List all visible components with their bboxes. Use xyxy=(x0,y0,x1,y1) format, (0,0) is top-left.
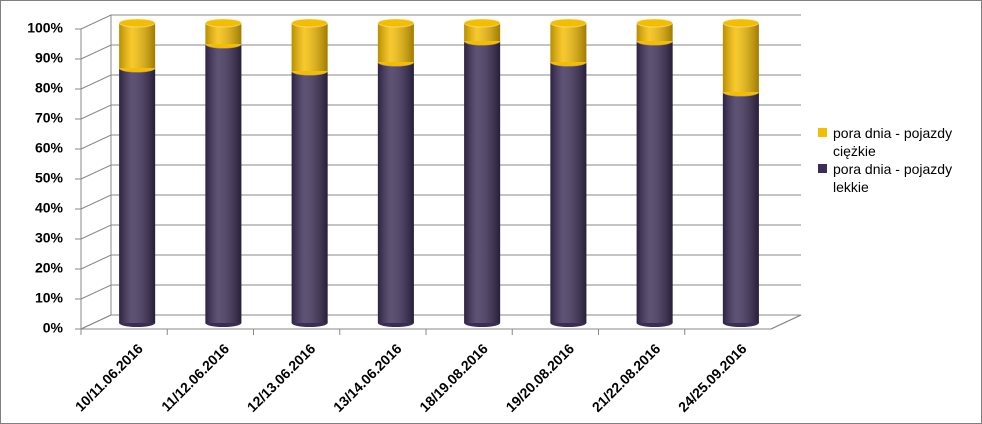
bar-shade xyxy=(636,23,673,41)
bar-shade xyxy=(636,41,673,323)
y-tick-label: 10% xyxy=(35,290,64,306)
y-tick-label: 50% xyxy=(35,170,64,186)
x-tick-label: 18/19.08.2016 xyxy=(416,340,491,415)
grid-line xyxy=(80,164,801,180)
legend-label: pora dnia - pojazdy lekkie xyxy=(833,161,953,195)
bar-shade xyxy=(722,23,759,92)
grid-line xyxy=(80,14,801,30)
y-tick-label: 40% xyxy=(35,200,64,216)
bar-cap xyxy=(549,18,587,28)
bar-shade xyxy=(291,71,328,323)
y-tick-label: 20% xyxy=(35,260,64,276)
y-tick-label: 30% xyxy=(35,230,64,246)
bar-cap xyxy=(118,18,156,28)
bar-cap xyxy=(722,18,760,28)
y-tick-label: 60% xyxy=(35,140,64,156)
x-tick-label: 10/11.06.2016 xyxy=(72,340,146,414)
grid-line xyxy=(80,194,801,210)
bar-shade xyxy=(722,92,759,323)
bar-shade xyxy=(205,23,242,44)
grid-line xyxy=(80,254,801,270)
x-tick-label: 24/25.09.2016 xyxy=(675,340,750,415)
y-tick-label: 90% xyxy=(35,50,64,66)
bar-shade xyxy=(119,23,156,68)
bar-cap xyxy=(377,18,415,28)
x-tick-label: 11/12.06.2016 xyxy=(158,340,232,414)
x-tick-label: 12/13.06.2016 xyxy=(244,340,319,415)
y-tick-label: 80% xyxy=(35,80,64,96)
bar-cap xyxy=(463,18,501,28)
bar-shade xyxy=(464,23,501,41)
x-axis-end xyxy=(770,314,802,330)
y-tick-label: 0% xyxy=(43,320,64,336)
grid-line xyxy=(80,284,801,300)
bar-shade xyxy=(377,23,414,62)
bar-shade xyxy=(205,44,242,323)
bar-cap xyxy=(204,18,242,28)
grid-line xyxy=(80,104,801,120)
x-tick-label: 13/14.06.2016 xyxy=(330,340,405,415)
bar-cap xyxy=(291,18,329,28)
y-tick-label: 100% xyxy=(27,20,63,36)
grid-line xyxy=(80,74,801,90)
grid-line xyxy=(80,44,801,60)
bar-shade xyxy=(291,23,328,71)
grid-line xyxy=(80,134,801,150)
bar-shade xyxy=(377,62,414,323)
floor xyxy=(80,314,802,330)
bar-shade xyxy=(464,41,501,323)
bar-shade xyxy=(550,23,587,62)
bar-shade xyxy=(119,68,156,323)
grid-line xyxy=(80,224,801,240)
bar-cap xyxy=(636,18,674,28)
legend-swatch xyxy=(818,164,827,173)
x-tick-label: 19/20.08.2016 xyxy=(502,340,577,415)
legend-swatch xyxy=(818,128,827,137)
y-tick-label: 70% xyxy=(35,110,64,126)
x-tick-label: 21/22.08.2016 xyxy=(589,340,664,415)
legend-label: pora dnia - pojazdy ciężkie xyxy=(833,125,953,159)
grid-line xyxy=(80,314,801,330)
bar-shade xyxy=(550,62,587,323)
